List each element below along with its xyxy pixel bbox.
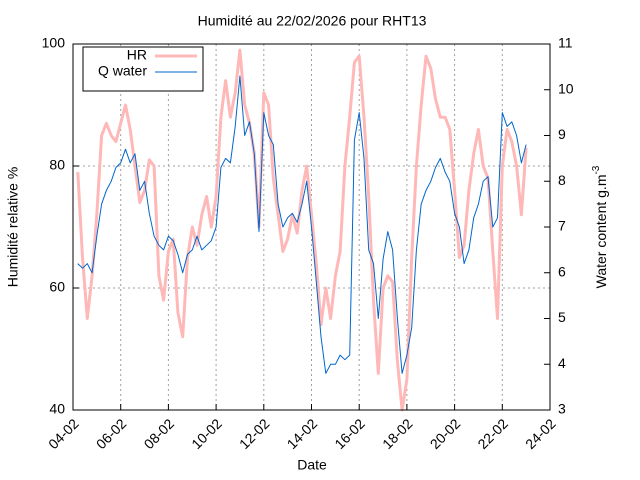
x-tick-label: 14-02 [284, 415, 321, 452]
legend-label: Q water [98, 63, 147, 79]
series-line [76, 48, 528, 412]
x-tick-label: 16-02 [331, 415, 368, 452]
y-tick-label: 80 [49, 157, 65, 173]
y2-axis-label-sup: -3 [591, 165, 602, 174]
y2-axis-label: Water content g.m-3 [591, 165, 609, 288]
y2-tick-label: 3 [558, 401, 566, 417]
x-tick-label: 24-02 [522, 415, 559, 452]
y2-tick-label: 8 [558, 172, 566, 188]
x-tick-label: 10-02 [188, 415, 225, 452]
plot-border [72, 43, 551, 411]
y-axis-label: Humidité relative % [5, 167, 21, 288]
legend-label: HR [127, 47, 147, 63]
x-tick-label: 08-02 [141, 415, 178, 452]
y-tick-label: 40 [49, 401, 65, 417]
y-tick-label: 100 [42, 35, 66, 51]
y2-tick-label: 7 [558, 218, 566, 234]
y-tick-label: 60 [49, 279, 65, 295]
x-tick-label: 12-02 [236, 415, 273, 452]
y2-tick-label: 11 [558, 35, 573, 51]
x-tick-label: 06-02 [93, 415, 130, 452]
x-tick-label: 20-02 [427, 415, 464, 452]
x-tick-label: 04-02 [45, 415, 82, 452]
series-line [77, 75, 527, 374]
y2-axis-label-text: Water content g.m [593, 175, 609, 289]
y2-tick-label: 9 [558, 126, 566, 142]
x-axis-label: Date [297, 457, 327, 473]
legend-box [82, 46, 204, 92]
legend: HRQ water [82, 46, 204, 92]
y2-tick-label: 4 [558, 355, 566, 371]
y2-tick-label: 5 [558, 309, 566, 325]
chart-title: Humidité au 22/02/2026 pour RHT13 [198, 13, 427, 29]
y2-tick-label: 10 [558, 80, 574, 96]
x-tick-label: 22-02 [474, 415, 511, 452]
y2-tick-label: 6 [558, 263, 566, 279]
x-tick-label: 18-02 [379, 415, 416, 452]
